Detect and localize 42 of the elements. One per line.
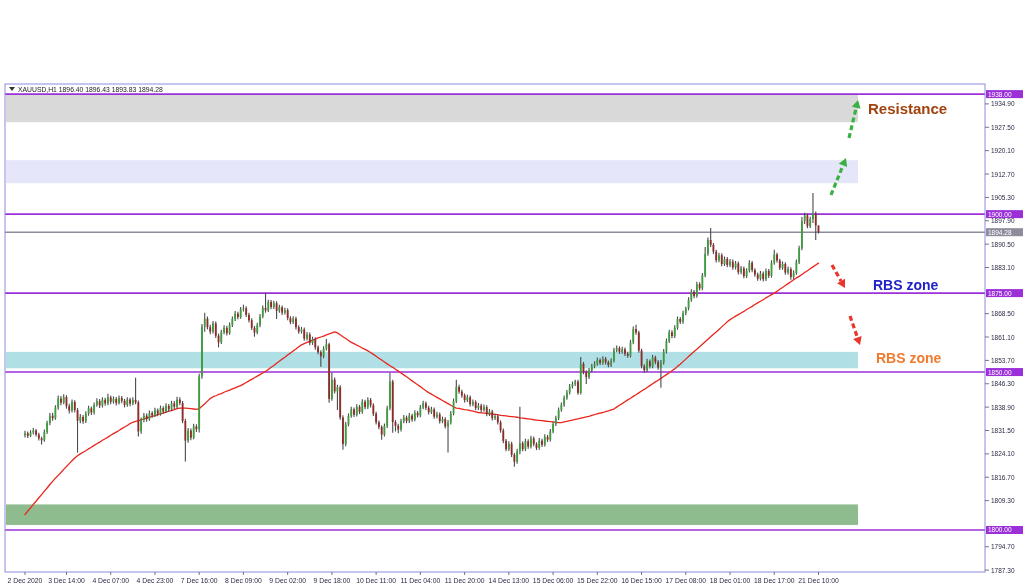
candlestick <box>588 367 590 380</box>
candlestick <box>118 394 120 406</box>
candlestick <box>71 398 73 414</box>
candlestick <box>212 320 214 335</box>
candlestick <box>107 393 109 406</box>
candlestick <box>270 299 272 310</box>
candlestick <box>400 418 402 432</box>
candlestick <box>624 346 626 357</box>
candlestick <box>671 329 673 339</box>
candlestick <box>364 399 366 410</box>
candlestick <box>740 265 742 275</box>
candlestick <box>765 267 767 282</box>
candlestick <box>24 430 26 438</box>
candlestick <box>60 395 62 406</box>
candlestick <box>295 316 297 330</box>
candlestick <box>471 398 474 407</box>
candlestick <box>154 407 156 418</box>
text: RBS zone <box>873 277 939 293</box>
text: RBS zone <box>876 350 942 366</box>
candlestick <box>165 402 167 414</box>
candlestick <box>599 357 601 366</box>
candlestick <box>718 252 720 263</box>
candlestick <box>541 438 543 448</box>
candlestick <box>530 435 532 450</box>
candlestick <box>35 428 37 438</box>
candlestick <box>494 413 496 421</box>
line-series <box>24 262 820 516</box>
candlestick <box>283 307 286 316</box>
candlestick <box>483 404 485 413</box>
candlestick <box>646 358 648 373</box>
candlestick <box>436 411 438 420</box>
candlestick <box>682 310 684 325</box>
candlestick <box>353 406 355 418</box>
candlestick <box>787 266 789 276</box>
candlestick <box>189 428 192 441</box>
candlestick <box>612 347 615 364</box>
candlestick <box>729 258 731 268</box>
candlestick <box>176 396 178 409</box>
candlestick <box>82 414 84 425</box>
candlestick <box>306 331 308 342</box>
candlestick <box>129 397 131 407</box>
text: Resistance <box>868 99 948 117</box>
